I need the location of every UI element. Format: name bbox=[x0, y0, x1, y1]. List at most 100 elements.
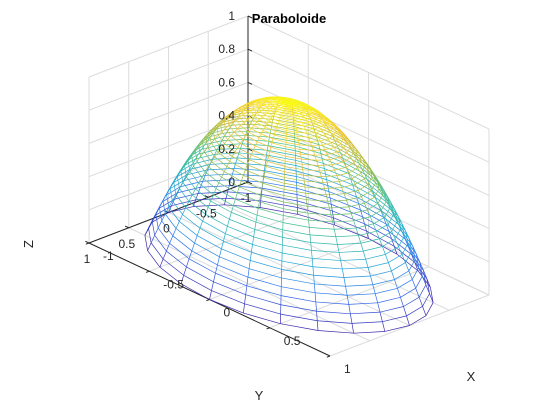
mesh-ring-segment bbox=[300, 153, 315, 156]
mesh-radial-segment bbox=[274, 127, 277, 132]
mesh-radial-segment bbox=[302, 109, 307, 112]
mesh-ring-segment bbox=[244, 303, 281, 315]
mesh-radial-segment bbox=[195, 153, 199, 160]
mesh-radial-segment bbox=[315, 301, 317, 312]
mesh-ring-segment bbox=[330, 213, 352, 216]
mesh-radial-segment bbox=[335, 236, 338, 245]
mesh-ring-segment bbox=[360, 238, 380, 244]
mesh-ring-segment bbox=[381, 201, 387, 211]
mesh-ring-segment bbox=[373, 216, 386, 225]
mesh-radial-segment bbox=[372, 284, 376, 294]
mesh-radial-segment bbox=[248, 154, 252, 160]
mesh-ring-segment bbox=[346, 196, 362, 201]
mesh-radial-segment bbox=[298, 140, 300, 145]
mesh-ring-segment bbox=[362, 216, 390, 232]
mesh-ring-segment bbox=[345, 136, 347, 144]
mesh-radial-segment bbox=[425, 284, 430, 294]
mesh-ring-segment bbox=[245, 134, 270, 138]
mesh-radial-segment bbox=[268, 137, 270, 142]
mesh-radial-segment bbox=[333, 217, 335, 225]
mesh-ring-segment bbox=[283, 208, 308, 214]
mesh-ring-segment bbox=[398, 236, 405, 247]
mesh-radial-segment bbox=[351, 323, 354, 334]
mesh-ring-segment bbox=[351, 209, 368, 215]
x-tick-label: -0.5 bbox=[163, 277, 184, 291]
mesh-ring-segment bbox=[195, 153, 215, 160]
mesh-radial-segment bbox=[299, 107, 303, 110]
mesh-radial-segment bbox=[211, 281, 214, 291]
mesh-ring-segment bbox=[286, 130, 298, 133]
mesh-ring-segment bbox=[188, 201, 206, 215]
mesh-radial-segment bbox=[317, 116, 322, 120]
mesh-ring-segment bbox=[172, 235, 193, 252]
mesh-ring-segment bbox=[415, 253, 420, 268]
mesh-radial-segment bbox=[164, 207, 170, 215]
mesh-radial-segment bbox=[258, 133, 262, 138]
mesh-ring-segment bbox=[331, 203, 363, 218]
mesh-radial-segment bbox=[269, 147, 272, 152]
mesh-radial-segment bbox=[151, 213, 157, 221]
mesh-radial-segment bbox=[327, 120, 332, 124]
mesh-radial-segment bbox=[315, 123, 320, 128]
mesh-ring-segment bbox=[334, 224, 369, 239]
mesh-ring-segment bbox=[336, 172, 350, 177]
mesh-radial-segment bbox=[374, 196, 379, 204]
mesh-radial-segment bbox=[248, 260, 251, 269]
mesh-radial-segment bbox=[346, 142, 351, 148]
mesh-radial-segment bbox=[234, 147, 239, 153]
mesh-radial-segment bbox=[310, 109, 314, 112]
mesh-radial-segment bbox=[236, 115, 239, 120]
mesh-radial-segment bbox=[260, 189, 262, 196]
mesh-radial-segment bbox=[260, 101, 264, 104]
mesh-radial-segment bbox=[363, 203, 368, 211]
mesh-radial-segment bbox=[263, 107, 267, 110]
mesh-ring-segment bbox=[299, 149, 314, 151]
mesh-ring-segment bbox=[358, 230, 377, 236]
mesh-ring-segment bbox=[261, 116, 270, 122]
floor-grid-line-y bbox=[168, 212, 410, 326]
mesh-ring-segment bbox=[388, 203, 399, 218]
mesh-radial-segment bbox=[322, 163, 325, 169]
mesh-radial-segment bbox=[169, 235, 174, 244]
mesh-radial-segment bbox=[305, 111, 310, 115]
mesh-ring-segment bbox=[271, 103, 274, 106]
mesh-ring-segment bbox=[345, 140, 357, 150]
x-tick-label: -1 bbox=[103, 249, 114, 263]
mesh-radial-segment bbox=[414, 259, 420, 268]
mesh-ring-segment bbox=[212, 131, 216, 140]
mesh-ring-segment bbox=[281, 269, 314, 276]
mesh-ring-segment bbox=[375, 287, 398, 295]
mesh-ring-segment bbox=[198, 149, 218, 155]
y-tick-label: 0 bbox=[163, 222, 170, 236]
mesh-ring-segment bbox=[289, 98, 294, 101]
mesh-ring-segment bbox=[250, 117, 257, 123]
mesh-radial-segment bbox=[366, 179, 371, 186]
mesh-radial-segment bbox=[212, 154, 216, 160]
mesh-ring-segment bbox=[284, 108, 289, 111]
mesh-radial-segment bbox=[256, 102, 261, 105]
mesh-ring-segment bbox=[295, 160, 325, 169]
mesh-ring-segment bbox=[210, 200, 232, 213]
mesh-ring-segment bbox=[201, 144, 220, 150]
mesh-ring-segment bbox=[251, 128, 262, 135]
mesh-radial-segment bbox=[401, 254, 406, 263]
mesh-radial-segment bbox=[225, 191, 228, 199]
mesh-radial-segment bbox=[327, 201, 330, 209]
mesh-radial-segment bbox=[359, 153, 364, 159]
mesh-radial-segment bbox=[260, 130, 264, 135]
mesh-ring-segment bbox=[259, 201, 284, 210]
surface-mesh bbox=[144, 96, 434, 334]
mesh-ring-segment bbox=[286, 98, 290, 100]
mesh-ring-segment bbox=[209, 127, 214, 135]
mesh-radial-segment bbox=[394, 279, 398, 289]
mesh-ring-segment bbox=[247, 164, 266, 173]
mesh-ring-segment bbox=[401, 223, 405, 237]
mesh-ring-segment bbox=[309, 140, 321, 142]
mesh-ring-segment bbox=[282, 252, 313, 259]
mesh-ring-segment bbox=[299, 144, 312, 147]
mesh-ring-segment bbox=[243, 312, 281, 324]
mesh-radial-segment bbox=[180, 275, 185, 284]
mesh-radial-segment bbox=[264, 103, 268, 106]
mesh-ring-segment bbox=[182, 182, 193, 196]
mesh-radial-segment bbox=[242, 112, 247, 115]
